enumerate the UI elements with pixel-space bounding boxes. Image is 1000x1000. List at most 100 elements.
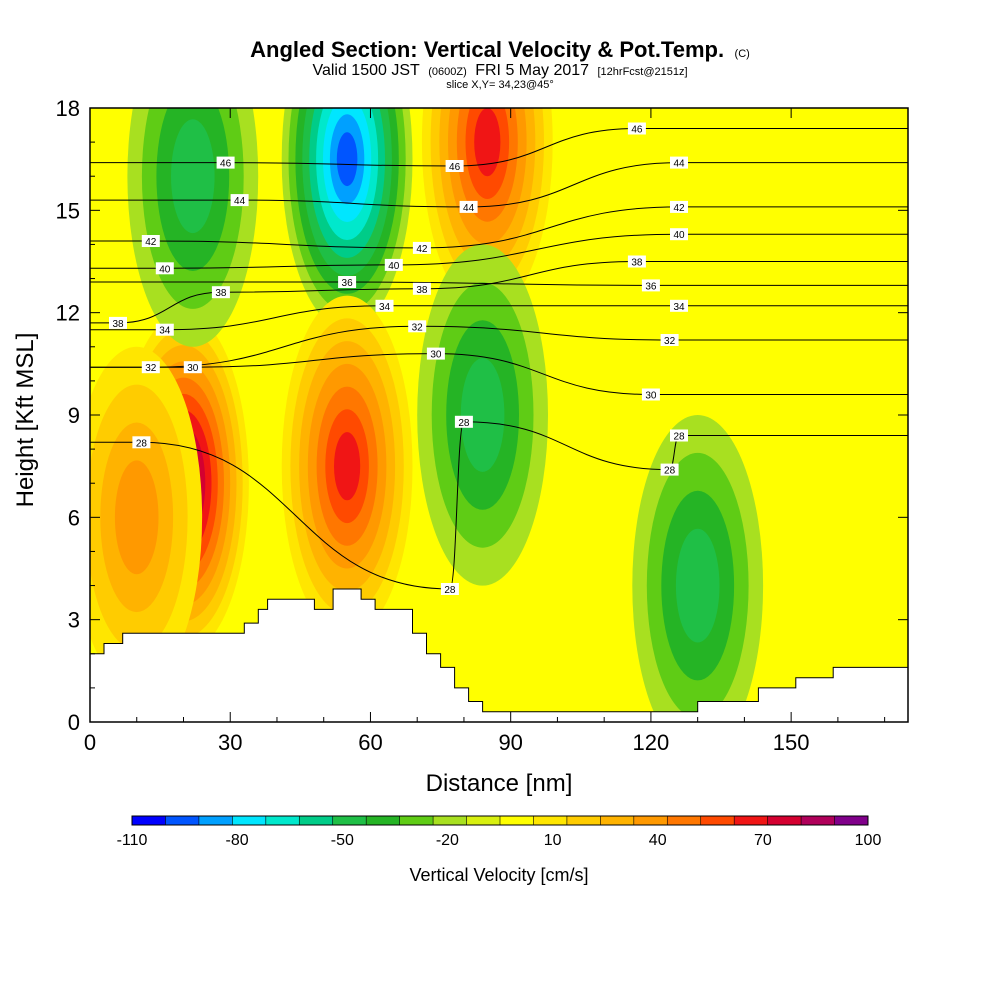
chart-title-mark: (C) (735, 48, 750, 60)
contour-label-text: 40 (673, 230, 685, 241)
contour-label-box (641, 279, 660, 292)
subtitle-date: FRI 5 May 2017 (475, 62, 589, 79)
contour-label: 28 (670, 429, 688, 443)
colorbar-segment (700, 816, 735, 825)
velocity-cell (632, 415, 764, 722)
contour-label: 44 (670, 156, 688, 170)
velocity-band (675, 528, 720, 643)
colorbar-tick-label: 100 (855, 832, 882, 849)
x-tick-label: 0 (84, 730, 96, 755)
contour-label-box (670, 200, 688, 213)
contour-label-box (109, 316, 127, 329)
contour-label: 34 (375, 299, 394, 313)
chart-subtitle: Valid 1500 JST (0600Z) FRI 5 May 2017 [1… (312, 62, 687, 79)
colorbar-segment (232, 816, 267, 825)
velocity-band (460, 358, 505, 472)
contour-label-text: 30 (645, 391, 657, 402)
colorbar-tick-label: 40 (649, 832, 667, 849)
colorbar-segment (600, 816, 635, 825)
contour-label-text: 44 (673, 159, 685, 170)
theta-contour-line (90, 162, 908, 208)
colorbar-tick-label: -80 (226, 832, 249, 849)
contour-label-box (641, 388, 660, 401)
colorbar-segment (466, 816, 501, 825)
contour-label: 32 (141, 361, 160, 374)
contour-label: 40 (384, 258, 403, 272)
colorbar-tick-label: 10 (544, 832, 562, 849)
velocity-band (114, 460, 159, 575)
contour-label: 38 (211, 286, 230, 299)
y-tick-label: 9 (68, 403, 80, 428)
chart-title-main: Angled Section: Vertical Velocity & Pot.… (250, 37, 724, 62)
contour-label-box (670, 228, 688, 241)
colorbar-segment (299, 816, 334, 825)
contour-label-box (408, 320, 427, 333)
contour-label-box (670, 156, 688, 169)
theta-contour-line (90, 127, 908, 167)
contour-label-box (211, 286, 230, 299)
contour-label-text: 38 (631, 258, 643, 269)
contour-label: 34 (670, 299, 688, 313)
contour-label: 32 (660, 334, 679, 347)
contour-label-box (670, 299, 688, 312)
contour-label-box (660, 463, 679, 476)
velocity-cell (90, 346, 203, 688)
contour-label-box (384, 258, 403, 271)
contour-label-text: 34 (159, 326, 171, 337)
x-tick-label: 60 (358, 730, 382, 755)
velocity-cell (417, 244, 548, 586)
contour-label-text: 46 (631, 125, 643, 136)
contour-label-text: 28 (458, 418, 470, 429)
velocity-band (171, 119, 215, 234)
contour-label-text: 32 (145, 363, 157, 374)
contour-label-text: 38 (215, 288, 227, 299)
colorbar-segment (433, 816, 468, 825)
velocity-band (474, 108, 501, 177)
contour-label-box (459, 200, 478, 213)
contour-label: 38 (109, 316, 127, 330)
contour-label: 44 (230, 194, 249, 207)
velocity-band (336, 132, 358, 187)
contour-label: 40 (670, 228, 688, 241)
theta-contour-line (90, 260, 908, 324)
contour-label-box (155, 323, 174, 336)
colorbar-segment (533, 816, 568, 825)
colorbar: -110 -80 -50 -20 10 40 70 100 (117, 815, 882, 849)
contour-label-box (132, 436, 151, 449)
contour-label-box (141, 235, 160, 247)
colorbar-tick-label: 70 (754, 832, 772, 849)
colorbar-segment (366, 816, 401, 825)
contour-label: 38 (412, 282, 431, 296)
subtitle-valid: Valid 1500 JST (312, 62, 420, 79)
contour-label-text: 34 (379, 302, 391, 313)
contour-label-box (426, 347, 445, 360)
contour-label-text: 28 (444, 585, 456, 596)
contour-label: 30 (183, 361, 202, 374)
y-tick-label: 3 (68, 608, 80, 633)
y-tick-label: 18 (56, 96, 80, 121)
slice-info: slice X,Y= 34,23@45° (446, 79, 554, 91)
contour-label: 34 (155, 323, 174, 337)
contour-label-text: 28 (136, 438, 148, 449)
contour-label: 46 (216, 156, 235, 170)
x-tick-label: 150 (773, 730, 810, 755)
contour-label-box (670, 429, 688, 442)
contour-label: 42 (412, 241, 431, 255)
colorbar-segment (265, 816, 300, 825)
contour-label-box (454, 415, 473, 428)
contour-label-text: 36 (645, 281, 657, 292)
contour-label-text: 42 (416, 244, 428, 255)
contour-label-box (445, 160, 464, 172)
colorbar-segment (500, 816, 534, 825)
contour-labels: 46 44 42 40 38 38 34 32 30 28 46 44 42 40 38 36 34 32 30 28… (109, 122, 688, 596)
colorbar-label: Vertical Velocity [cm/s] (409, 865, 588, 885)
x-axis-label: Distance [nm] (426, 770, 573, 797)
colorbar-segment (801, 816, 836, 825)
contour-label-box (230, 194, 249, 207)
colorbar-tick-label: -50 (331, 832, 354, 849)
contour-label-text: 34 (673, 302, 685, 313)
contour-label: 46 (445, 160, 464, 173)
contour-label-text: 38 (416, 285, 428, 296)
velocity-cell (281, 295, 413, 637)
